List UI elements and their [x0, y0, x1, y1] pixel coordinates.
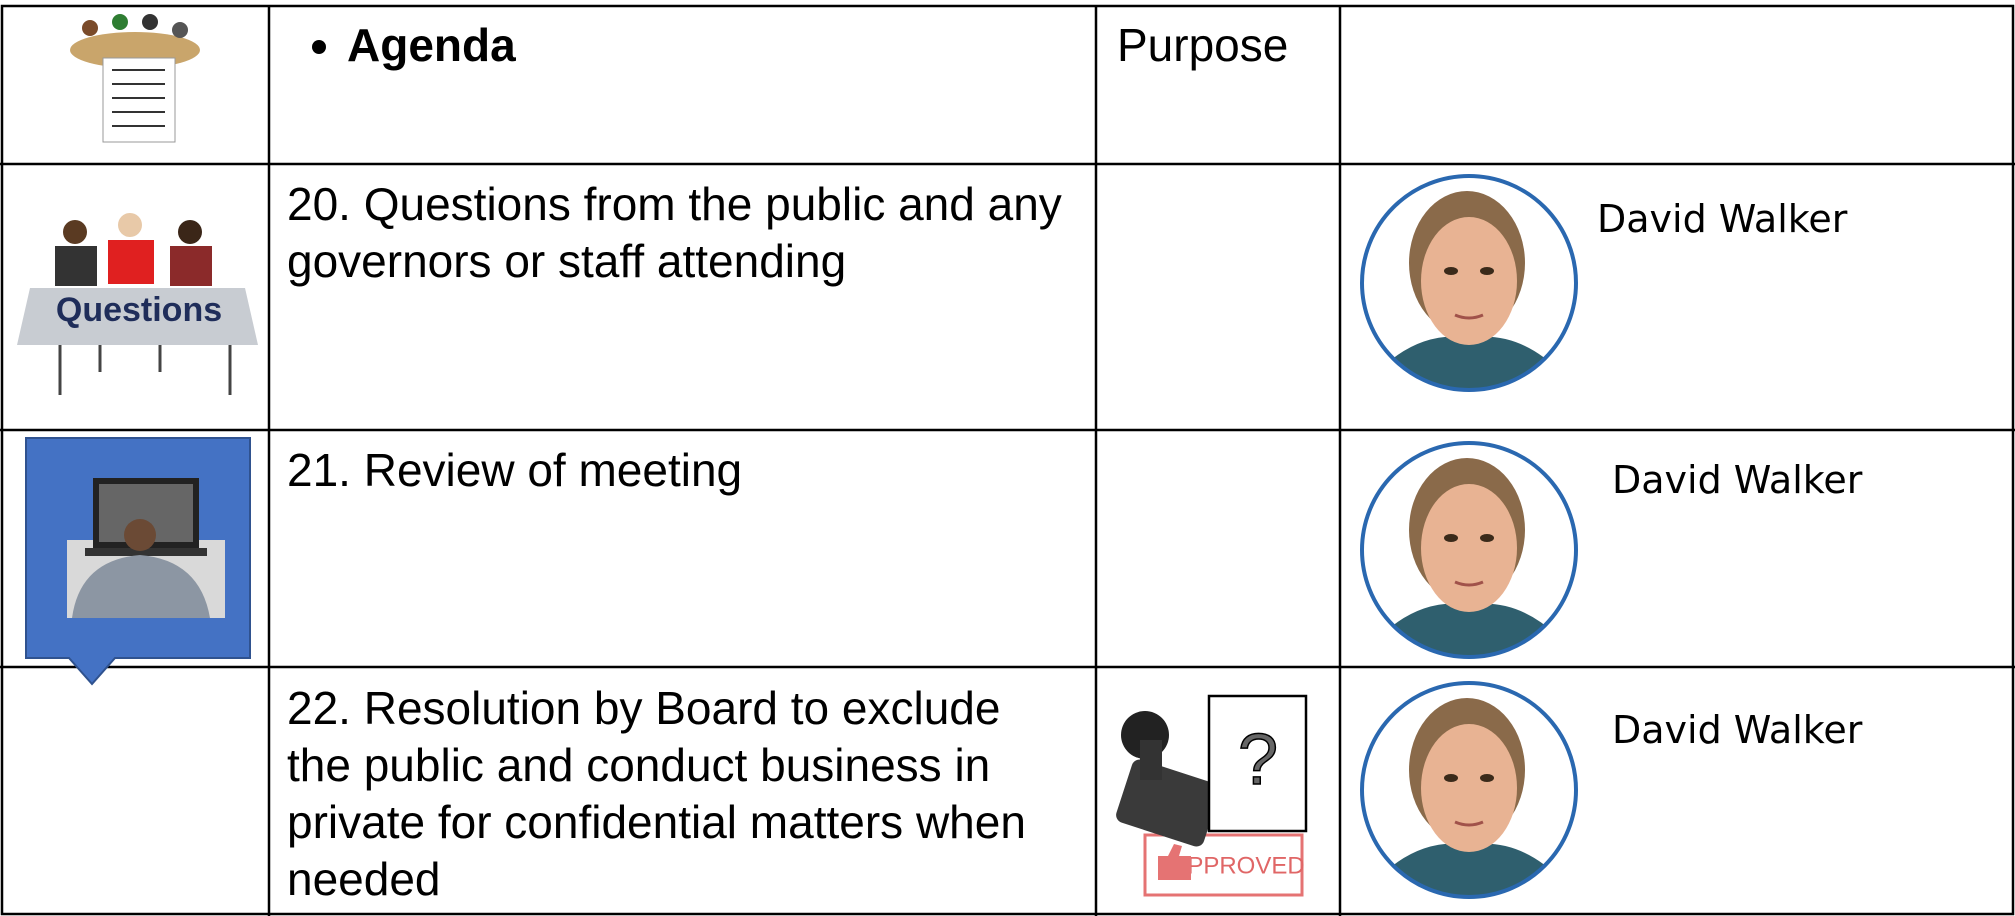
photo-part	[1421, 484, 1517, 612]
question-mark: ?	[1238, 720, 1278, 800]
presenter-photo	[1362, 683, 1576, 897]
photo-frame	[1360, 441, 1578, 659]
presenter-photo	[1362, 443, 1576, 657]
photo-part	[1454, 580, 1484, 587]
photo-frame	[1360, 174, 1578, 392]
presenter-name: David Walker	[1612, 708, 1863, 752]
photo-part	[1421, 724, 1517, 852]
table-grid	[0, 4, 2015, 916]
photo-frame	[1360, 681, 1578, 899]
photo-part	[1421, 217, 1517, 345]
photo-part	[1444, 534, 1458, 542]
photo-part	[1480, 534, 1494, 542]
photo-part	[1480, 267, 1494, 275]
agenda-title: Agenda	[347, 17, 516, 74]
agenda-icon	[70, 14, 200, 143]
presenter-name: David Walker	[1612, 458, 1863, 502]
header-agenda: Agenda	[289, 17, 516, 74]
table-border	[0, 4, 2015, 916]
photo-part	[1454, 313, 1484, 320]
questions-label: Questions	[55, 291, 223, 329]
stamp-label: APPROVED	[1171, 852, 1304, 879]
photo-part	[1454, 820, 1484, 827]
photo-part	[1444, 267, 1458, 275]
agenda-item: 22. Resolution by Board to exclude the p…	[287, 682, 1026, 905]
agenda-item: 20. Questions from the public and any go…	[287, 178, 1062, 287]
header-purpose: Purpose	[1117, 19, 1289, 71]
agenda-item: 21. Review of meeting	[287, 444, 743, 496]
presenter-name: David Walker	[1597, 197, 1848, 241]
presenter-photos	[1360, 174, 1578, 899]
photo-part	[1480, 774, 1494, 782]
questions-icon	[17, 213, 258, 395]
photo-part	[1444, 774, 1458, 782]
review-icon	[25, 437, 251, 686]
approval-icon: APPROVED ?	[1116, 694, 1308, 897]
